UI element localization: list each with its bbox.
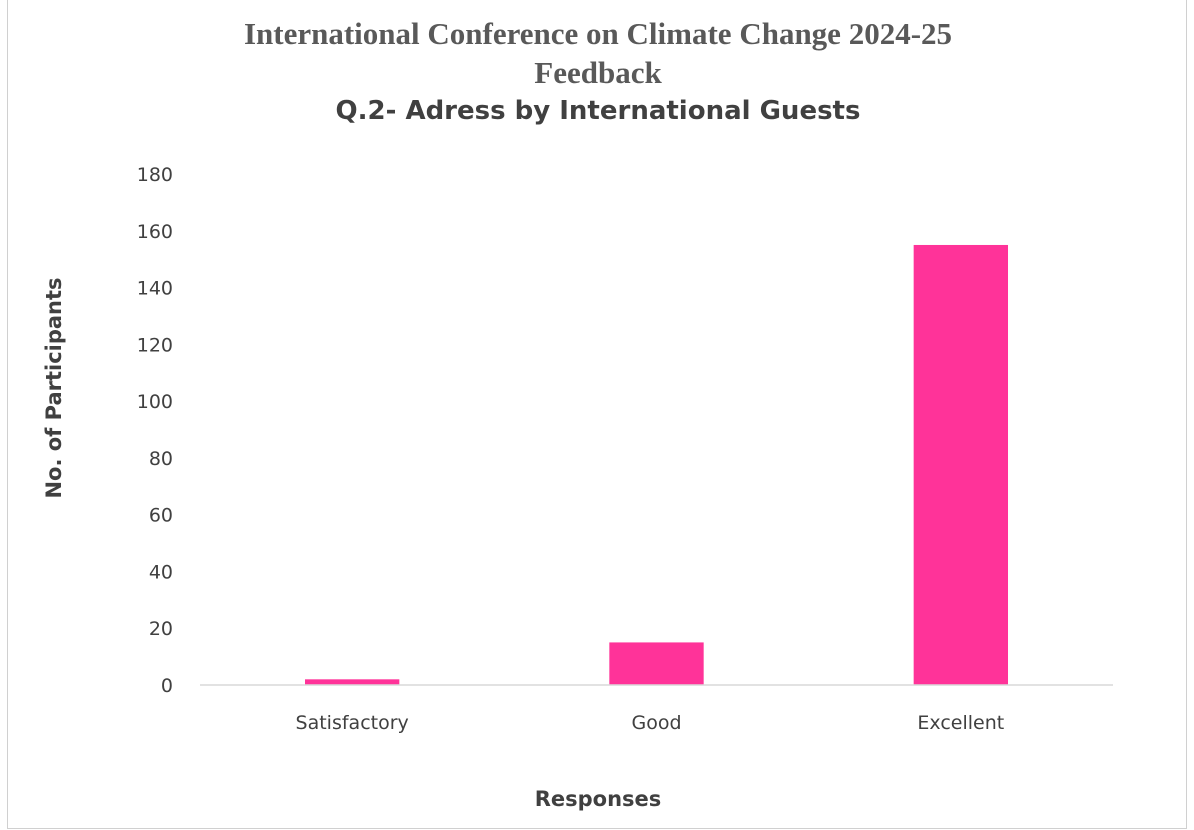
y-tick-label: 120: [137, 334, 173, 356]
y-tick-label: 20: [149, 618, 173, 640]
bars: [304, 244, 1009, 685]
chart-frame: International Conference on Climate Chan…: [7, 0, 1187, 829]
x-tick-label: Excellent: [917, 712, 1004, 734]
y-axis-ticks: 0 20 40 60 80 100 120 140 160 180: [137, 164, 173, 697]
chart-title-line-1: International Conference on Climate Chan…: [243, 16, 953, 51]
x-axis-ticks: Satisfactory Good Excellent: [296, 712, 1005, 734]
bar-good: [609, 642, 704, 685]
chart-subtitle: Q.2- Adress by International Guests: [335, 96, 861, 126]
y-tick-label: 60: [149, 505, 173, 527]
y-axis-title: No. of Participants: [42, 277, 66, 498]
chart-title-line-2: Feedback: [534, 55, 662, 90]
y-tick-label: 100: [137, 391, 173, 413]
chart-plot: 0 20 40 60 80 100 120 140 160 180 Satisfactory Goo…: [42, 164, 1113, 811]
x-axis-title: Responses: [535, 787, 662, 811]
y-tick-label: 160: [137, 221, 173, 243]
x-tick-label: Satisfactory: [296, 712, 409, 734]
y-tick-label: 80: [149, 448, 173, 470]
y-tick-label: 180: [137, 164, 173, 186]
y-tick-label: 40: [149, 561, 173, 583]
x-tick-label: Good: [631, 712, 681, 734]
y-tick-label: 0: [161, 675, 173, 697]
bar-excellent: [913, 244, 1009, 685]
y-tick-label: 140: [137, 278, 173, 300]
bar-satisfactory: [304, 679, 400, 685]
